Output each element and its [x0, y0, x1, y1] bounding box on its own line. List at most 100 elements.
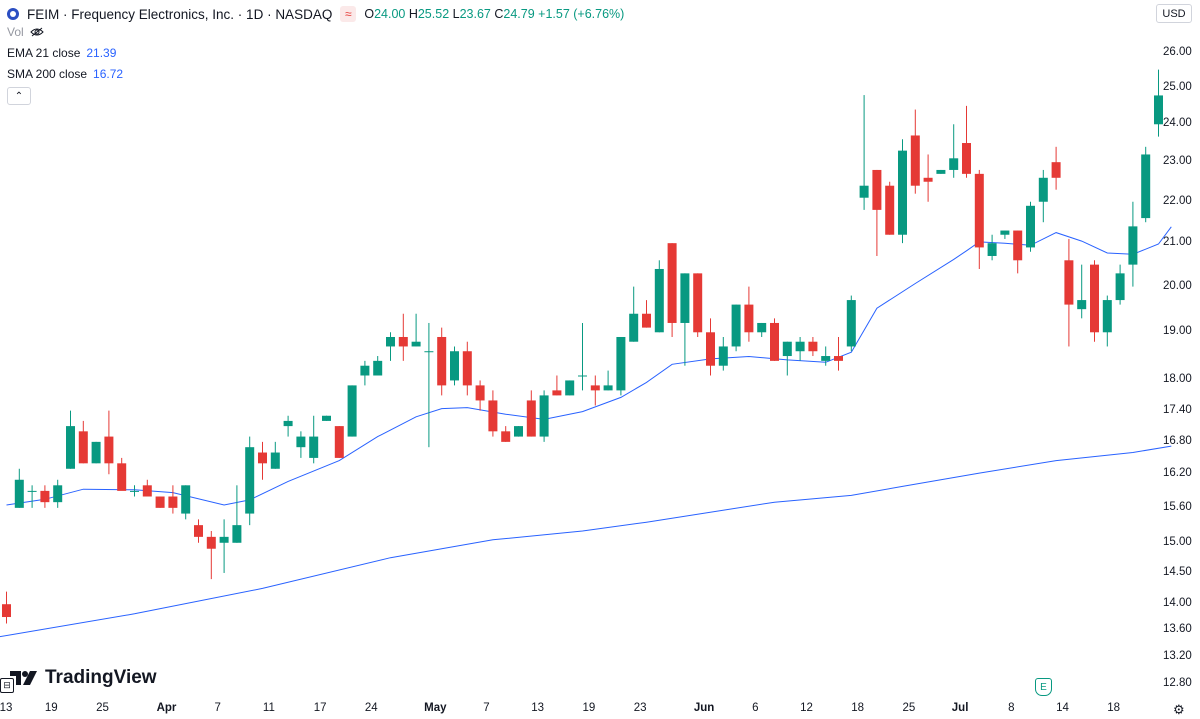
candle — [296, 431, 306, 458]
candle — [770, 318, 779, 361]
candle — [642, 300, 651, 328]
candle — [808, 336, 818, 357]
candle — [590, 375, 600, 406]
candle-body — [526, 400, 536, 437]
candle — [962, 105, 971, 178]
sma-legend[interactable]: SMA 200 close 16.72 — [7, 67, 123, 81]
candle — [1090, 260, 1099, 342]
candle — [872, 169, 882, 256]
candle — [706, 318, 715, 376]
candle — [219, 519, 229, 573]
candle — [117, 457, 127, 491]
candle-body — [898, 150, 907, 235]
candle-body — [194, 525, 203, 537]
candle-body — [360, 365, 370, 376]
approx-icon[interactable]: ≈ — [340, 6, 357, 22]
low-value: 23.67 — [459, 7, 491, 21]
candle — [782, 341, 792, 376]
candle-body — [322, 415, 331, 421]
ema-legend-value: 21.39 — [86, 46, 117, 60]
candle — [462, 341, 472, 396]
candle — [898, 139, 907, 244]
candle — [949, 124, 959, 178]
candle — [654, 260, 664, 333]
candle-body — [1013, 230, 1023, 261]
close-label: C — [494, 7, 504, 21]
price-tick-label: 13.60 — [1163, 623, 1192, 636]
candle — [693, 273, 703, 337]
sma-line-layer — [0, 445, 1172, 638]
price-tick-label: 13.20 — [1163, 649, 1192, 662]
candle-body — [1115, 273, 1125, 301]
candle-body — [424, 351, 434, 353]
candle-body — [104, 436, 114, 464]
volume-label: Vol — [7, 25, 24, 39]
candle — [155, 496, 165, 508]
settings-gear-icon[interactable]: ⚙ — [1173, 702, 1185, 717]
candle — [1026, 201, 1035, 252]
ema-legend[interactable]: EMA 21 close 21.39 — [7, 46, 116, 60]
candle-body — [155, 496, 165, 508]
candle — [322, 415, 331, 421]
candle — [859, 95, 869, 210]
candles-layer — [2, 69, 1163, 624]
candle-body — [347, 385, 357, 437]
currency-selector[interactable]: USD — [1156, 4, 1192, 23]
candle-body — [974, 173, 984, 248]
earnings-badge[interactable]: E — [1035, 678, 1052, 696]
candle-body — [232, 525, 242, 543]
price-tick-label: 26.00 — [1163, 46, 1192, 58]
candle-body — [552, 390, 562, 396]
price-tick-label: 23.00 — [1163, 155, 1192, 168]
candle-body — [1064, 260, 1074, 305]
candle-body — [987, 243, 997, 256]
candle — [2, 591, 11, 624]
candle — [1038, 169, 1048, 223]
candle-body — [846, 300, 856, 347]
date-tick-label: 13 — [0, 702, 13, 714]
candle — [373, 356, 383, 376]
volume-legend[interactable]: Vol — [7, 25, 44, 39]
candle — [578, 322, 587, 391]
candle — [360, 360, 370, 386]
candle — [168, 485, 178, 514]
price-tick-label: 24.00 — [1163, 117, 1192, 130]
candle-body — [398, 336, 408, 347]
candle — [1115, 264, 1125, 305]
candle — [1000, 230, 1010, 239]
scroll-left-icon[interactable]: ⊟ — [0, 678, 14, 693]
date-tick-label: 14 — [1056, 702, 1069, 714]
candle-body — [590, 385, 600, 391]
symbol-header: FEIM · Frequency Electronics, Inc. · 1D … — [7, 4, 624, 24]
price-tick-label: 12.80 — [1163, 677, 1192, 689]
eye-hidden-icon[interactable] — [29, 27, 44, 37]
candle-body — [910, 135, 920, 186]
candle-body — [283, 420, 293, 427]
date-tick-label: Jun — [693, 702, 715, 714]
high-label: H — [408, 7, 418, 21]
tradingview-logo[interactable]: TradingView — [10, 667, 157, 689]
candle — [539, 390, 549, 442]
candle — [565, 380, 575, 396]
candle — [488, 390, 498, 437]
candle — [398, 313, 408, 361]
date-tick-label: 24 — [364, 702, 378, 714]
candle-body — [693, 273, 703, 333]
candle — [987, 234, 997, 261]
candle-body — [770, 322, 779, 361]
candle — [450, 346, 459, 386]
symbol-title[interactable]: FEIM · Frequency Electronics, Inc. · 1D … — [27, 6, 333, 22]
candle-body — [1077, 300, 1087, 310]
candle — [206, 530, 216, 580]
price-tick-label: 22.00 — [1163, 194, 1192, 207]
candle-body — [1000, 230, 1010, 235]
candle — [821, 346, 831, 366]
candle — [795, 336, 805, 361]
low-label: L — [452, 7, 460, 21]
collapse-legend-button[interactable]: ⌃ — [7, 87, 31, 105]
ema-21-line — [6, 226, 1172, 506]
candle — [834, 336, 843, 371]
candle-body — [91, 441, 101, 464]
candle — [309, 415, 319, 464]
